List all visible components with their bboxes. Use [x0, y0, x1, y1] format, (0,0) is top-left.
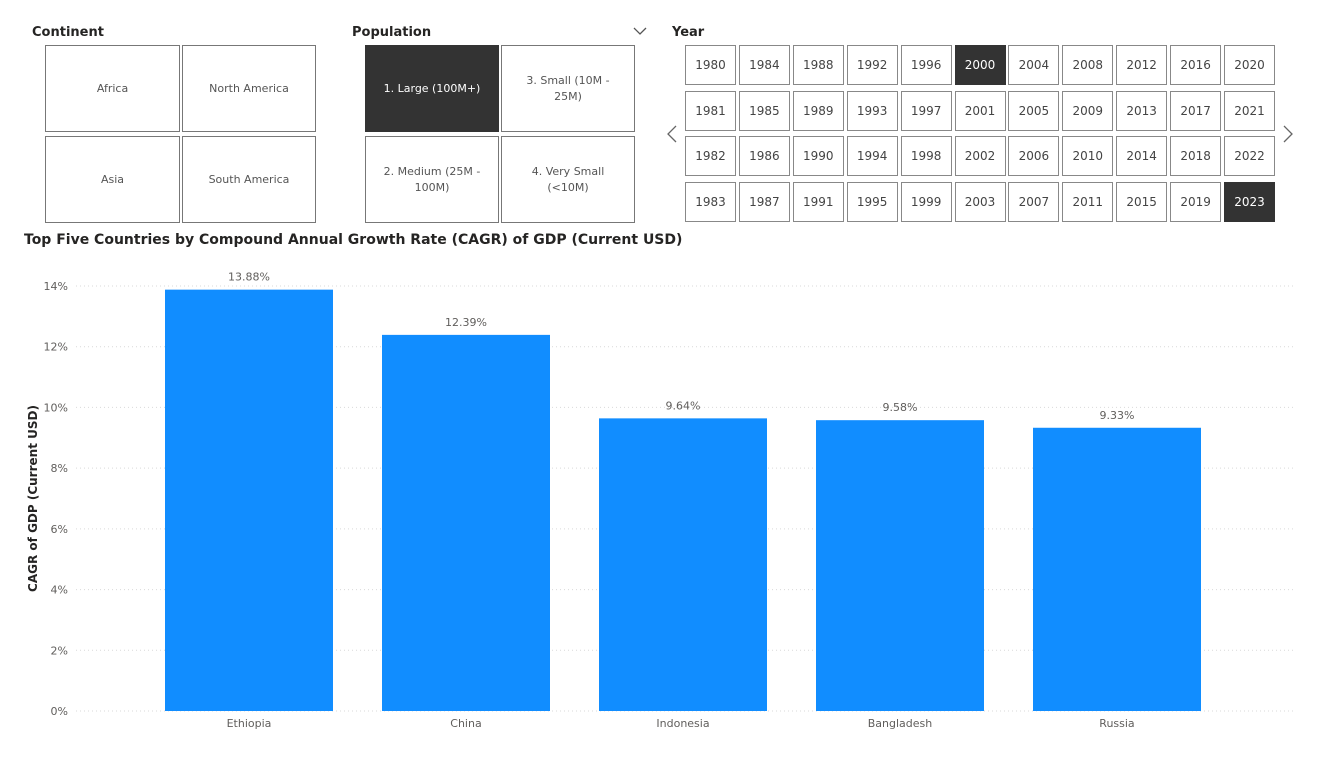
year-option-2018[interactable]: 2018: [1170, 136, 1222, 176]
year-option-2015[interactable]: 2015: [1116, 181, 1168, 222]
year-option-2004[interactable]: 2004: [1008, 45, 1060, 85]
year-option-2006[interactable]: 2006: [1008, 136, 1060, 176]
x-tick-label: China: [450, 717, 481, 730]
year-option-1985[interactable]: 1985: [738, 90, 790, 131]
year-option-1984[interactable]: 1984: [738, 45, 790, 85]
bar-russia[interactable]: [1033, 427, 1201, 711]
year-option-2019[interactable]: 2019: [1170, 181, 1222, 222]
year-option-2010[interactable]: 2010: [1062, 136, 1114, 176]
y-tick-label: 8%: [51, 462, 68, 475]
population-option-large[interactable]: 1. Large (100M+): [365, 45, 499, 132]
year-option-2012[interactable]: 2012: [1116, 45, 1168, 85]
bar-china[interactable]: [382, 334, 550, 711]
year-option-2005[interactable]: 2005: [1008, 90, 1060, 131]
year-option-2007[interactable]: 2007: [1008, 181, 1060, 222]
chevron-right-icon[interactable]: [1282, 125, 1294, 143]
year-option-2023[interactable]: 2023: [1224, 181, 1275, 222]
year-option-2017[interactable]: 2017: [1170, 90, 1222, 131]
continent-option-south-america[interactable]: South America: [182, 136, 316, 223]
population-option-medium[interactable]: 2. Medium (25M - 100M): [365, 136, 499, 223]
chevron-down-icon[interactable]: [633, 26, 647, 36]
year-option-1989[interactable]: 1989: [792, 90, 844, 131]
year-option-2022[interactable]: 2022: [1224, 136, 1275, 176]
year-option-2000[interactable]: 2000: [954, 45, 1006, 85]
year-option-1983[interactable]: 1983: [685, 181, 736, 222]
bar-chart: 0% 2% 4% 6% 8% 10% 12% 14% CAGR of GDP (Current …: [26, 271, 1295, 730]
x-tick-label: Ethiopia: [227, 717, 272, 730]
population-option-small[interactable]: 3. Small (10M - 25M): [501, 45, 635, 132]
year-option-1995[interactable]: 1995: [846, 181, 898, 222]
continent-option-africa[interactable]: Africa: [45, 45, 180, 132]
continent-option-north-america[interactable]: North America: [182, 45, 316, 132]
year-option-1987[interactable]: 1987: [738, 181, 790, 222]
y-tick-label: 0%: [51, 705, 68, 718]
y-tick-label: 12%: [44, 341, 68, 354]
year-option-1997[interactable]: 1997: [900, 90, 952, 131]
y-tick-label: 10%: [44, 401, 68, 414]
year-option-2009[interactable]: 2009: [1062, 90, 1114, 131]
data-label: 9.58%: [883, 401, 918, 414]
year-option-1996[interactable]: 1996: [900, 45, 952, 85]
continent-slicer-title: Continent: [32, 25, 104, 40]
population-option-very-small[interactable]: 4. Very Small (<10M): [501, 136, 635, 223]
year-option-1992[interactable]: 1992: [846, 45, 898, 85]
year-option-2008[interactable]: 2008: [1062, 45, 1114, 85]
data-label: 9.33%: [1100, 409, 1135, 422]
year-option-2001[interactable]: 2001: [954, 90, 1006, 131]
chart-title: Top Five Countries by Compound Annual Gr…: [24, 232, 683, 248]
year-option-2002[interactable]: 2002: [954, 136, 1006, 176]
year-option-2003[interactable]: 2003: [954, 181, 1006, 222]
y-axis-title: CAGR of GDP (Current USD): [26, 405, 40, 592]
year-option-2016[interactable]: 2016: [1170, 45, 1222, 85]
data-label: 12.39%: [445, 316, 487, 329]
year-option-2020[interactable]: 2020: [1224, 45, 1275, 85]
year-option-1990[interactable]: 1990: [792, 136, 844, 176]
year-option-1998[interactable]: 1998: [900, 136, 952, 176]
x-tick-label: Indonesia: [656, 717, 709, 730]
bar-ethiopia[interactable]: [165, 289, 333, 711]
year-option-1994[interactable]: 1994: [846, 136, 898, 176]
year-option-2021[interactable]: 2021: [1224, 90, 1275, 131]
data-label: 9.64%: [666, 399, 701, 412]
year-option-2011[interactable]: 2011: [1062, 181, 1114, 222]
data-label: 13.88%: [228, 271, 270, 284]
x-tick-label: Bangladesh: [868, 717, 933, 730]
y-tick-label: 6%: [51, 523, 68, 536]
year-option-1999[interactable]: 1999: [900, 181, 952, 222]
y-tick-label: 4%: [51, 584, 68, 597]
year-option-1986[interactable]: 1986: [738, 136, 790, 176]
year-option-1993[interactable]: 1993: [846, 90, 898, 131]
continent-option-asia[interactable]: Asia: [45, 136, 180, 223]
chevron-left-icon[interactable]: [666, 125, 678, 143]
y-tick-label: 2%: [51, 644, 68, 657]
year-option-1980[interactable]: 1980: [685, 45, 736, 85]
bar-indonesia[interactable]: [599, 418, 767, 711]
year-slicer-title: Year: [672, 25, 705, 40]
y-tick-label: 14%: [44, 280, 68, 293]
year-option-1988[interactable]: 1988: [792, 45, 844, 85]
year-option-2013[interactable]: 2013: [1116, 90, 1168, 131]
x-tick-label: Russia: [1099, 717, 1134, 730]
year-option-1982[interactable]: 1982: [685, 136, 736, 176]
population-slicer-title: Population: [352, 25, 432, 40]
bar-bangladesh[interactable]: [816, 420, 984, 711]
year-option-2014[interactable]: 2014: [1116, 136, 1168, 176]
year-option-1991[interactable]: 1991: [792, 181, 844, 222]
year-option-1981[interactable]: 1981: [685, 90, 736, 131]
